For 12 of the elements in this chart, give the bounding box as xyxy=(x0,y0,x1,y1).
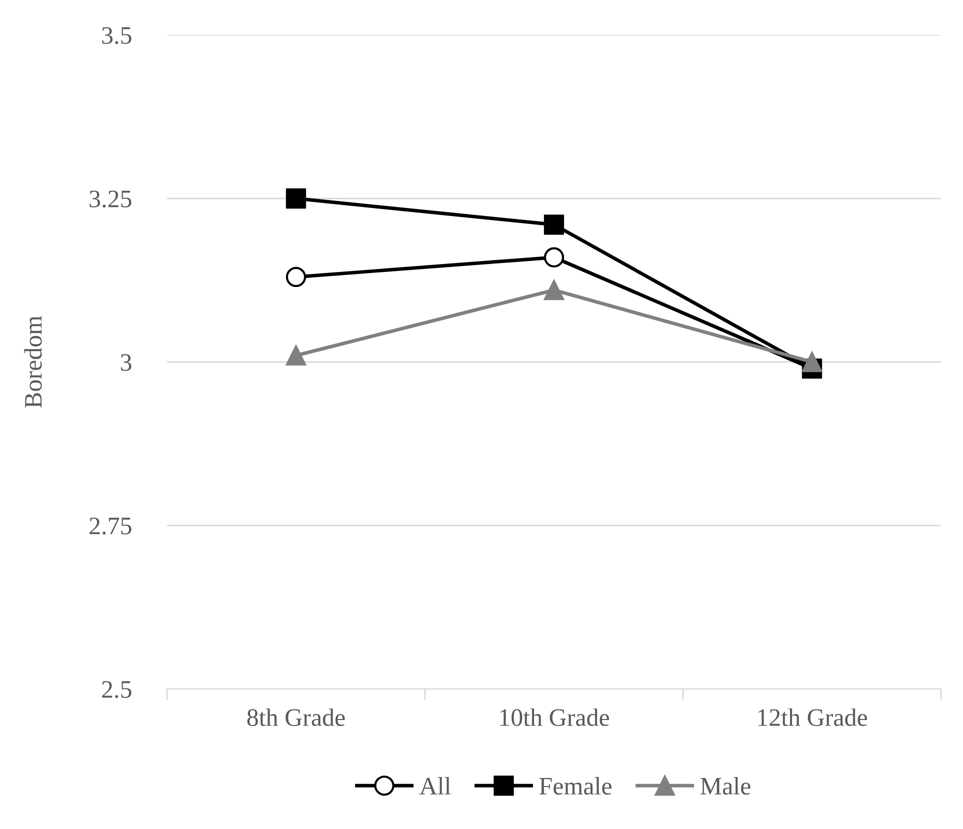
y-tick-label: 2.75 xyxy=(90,518,132,535)
legend-label: Male xyxy=(700,777,750,795)
y-tick-label: 3 xyxy=(120,354,132,371)
legend-label: All xyxy=(420,777,451,794)
x-tick-label: 12th Grade xyxy=(758,708,868,726)
x-tick-label: 10th Grade xyxy=(500,708,610,726)
y-axis-title: Boredom xyxy=(24,316,42,408)
x-tick-label: 8th Grade xyxy=(247,708,345,726)
y-tick-label: 3.5 xyxy=(102,27,132,44)
y-tick-label: 3.25 xyxy=(90,190,132,208)
legend-label: Female xyxy=(539,777,612,795)
y-tick-label: 2.5 xyxy=(102,681,132,698)
